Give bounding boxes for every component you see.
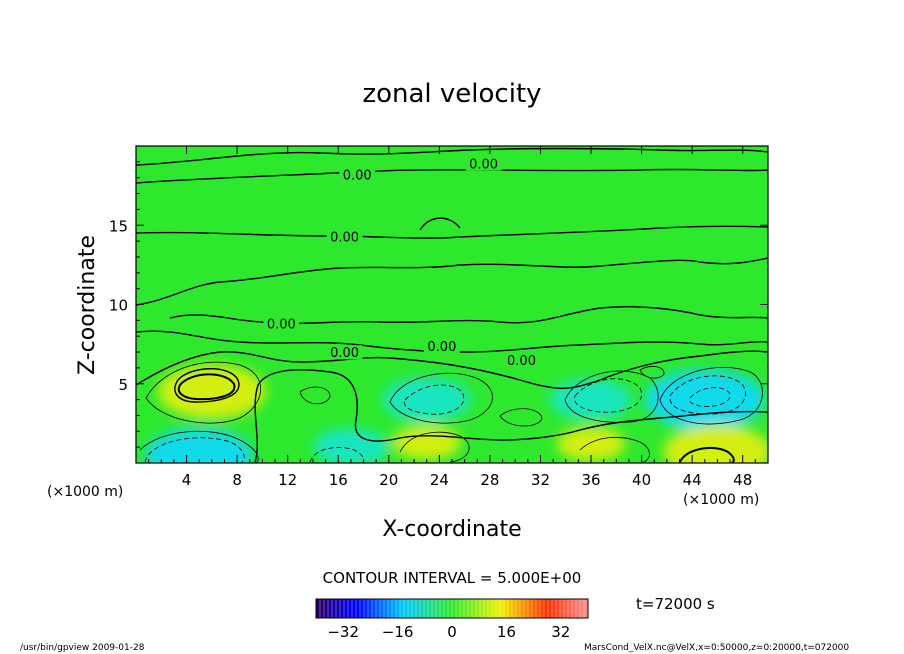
contour-label: 0.00	[469, 158, 498, 173]
footer-left: /usr/bin/gpview 2009-01-28	[20, 643, 145, 653]
positive-bottom-contour	[679, 446, 735, 463]
x-axis-label: X-coordinate	[382, 517, 521, 542]
contour-label: 0.00	[330, 231, 359, 246]
contour-label: 0.00	[267, 318, 296, 333]
footer-right: MarsCond_VelX.nc@VelX,x=0:50000,z=0:2000…	[584, 643, 849, 653]
positive-max-contour	[177, 373, 236, 401]
zero-contours	[136, 147, 768, 463]
colorbar-frame	[315, 598, 589, 619]
contour-label: 0.00	[330, 346, 359, 361]
contour-label-bg	[263, 316, 300, 331]
x-unit-right: (×1000 m)	[683, 492, 759, 508]
chart-title: zonal velocity	[362, 79, 541, 109]
x-tick-label: 16	[329, 471, 348, 489]
colorbar-tick-label: 32	[551, 623, 570, 641]
x-tick-label: 28	[480, 471, 499, 489]
field-feature-4	[550, 379, 632, 420]
field-feature-1	[145, 428, 254, 463]
y-tick-label: 10	[109, 297, 128, 315]
x-tick-label: 8	[232, 471, 242, 489]
colorbar-tick-label: −16	[382, 623, 414, 641]
contour-label: 0.00	[427, 340, 456, 355]
colorbar-tick-label: 16	[497, 623, 516, 641]
contour-label-bg	[326, 229, 363, 244]
colorbar-tick-label: −32	[327, 623, 359, 641]
contour-label-bg	[326, 345, 363, 360]
x-tick-label: 40	[632, 471, 651, 489]
field-feature-2	[313, 428, 389, 463]
x-unit-left: (×1000 m)	[47, 484, 123, 500]
plot-area: 0.00 0.00 0.00 0.00 0.00 0.00 0.00	[136, 146, 768, 463]
x-tick-label: 12	[278, 471, 297, 489]
x-tick-label: 32	[531, 471, 550, 489]
field-feature-0	[157, 364, 266, 419]
y-tick-label: 5	[118, 376, 128, 394]
contour-interval: CONTOUR INTERVAL = 5.000E+00	[323, 569, 582, 587]
y-tick-label: 15	[109, 217, 128, 235]
y-axis-label: Z-coordinate	[75, 235, 100, 375]
contour-label-bg	[339, 167, 376, 182]
x-tick-label: 4	[182, 471, 192, 489]
contour-label: 0.00	[507, 354, 536, 369]
x-tick-label: 24	[430, 471, 449, 489]
x-tick-label: 48	[733, 471, 752, 489]
time-label: t=72000 s	[636, 595, 715, 613]
colorbar-tick-label: 0	[447, 623, 457, 641]
x-tick-label: 44	[683, 471, 702, 489]
field-feature-8	[556, 426, 626, 462]
contour-label-bg	[465, 156, 502, 171]
field-feature-7	[392, 425, 461, 460]
x-tick-label: 20	[379, 471, 398, 489]
contour-label-bg	[503, 353, 540, 368]
field-feature-5	[644, 369, 766, 430]
x-tick-label: 36	[581, 471, 600, 489]
field-feature-6	[663, 424, 768, 463]
field-feature-3	[382, 377, 471, 422]
contour-label-bg	[423, 338, 460, 353]
thin-contours	[139, 361, 763, 463]
contour-label: 0.00	[343, 169, 372, 184]
